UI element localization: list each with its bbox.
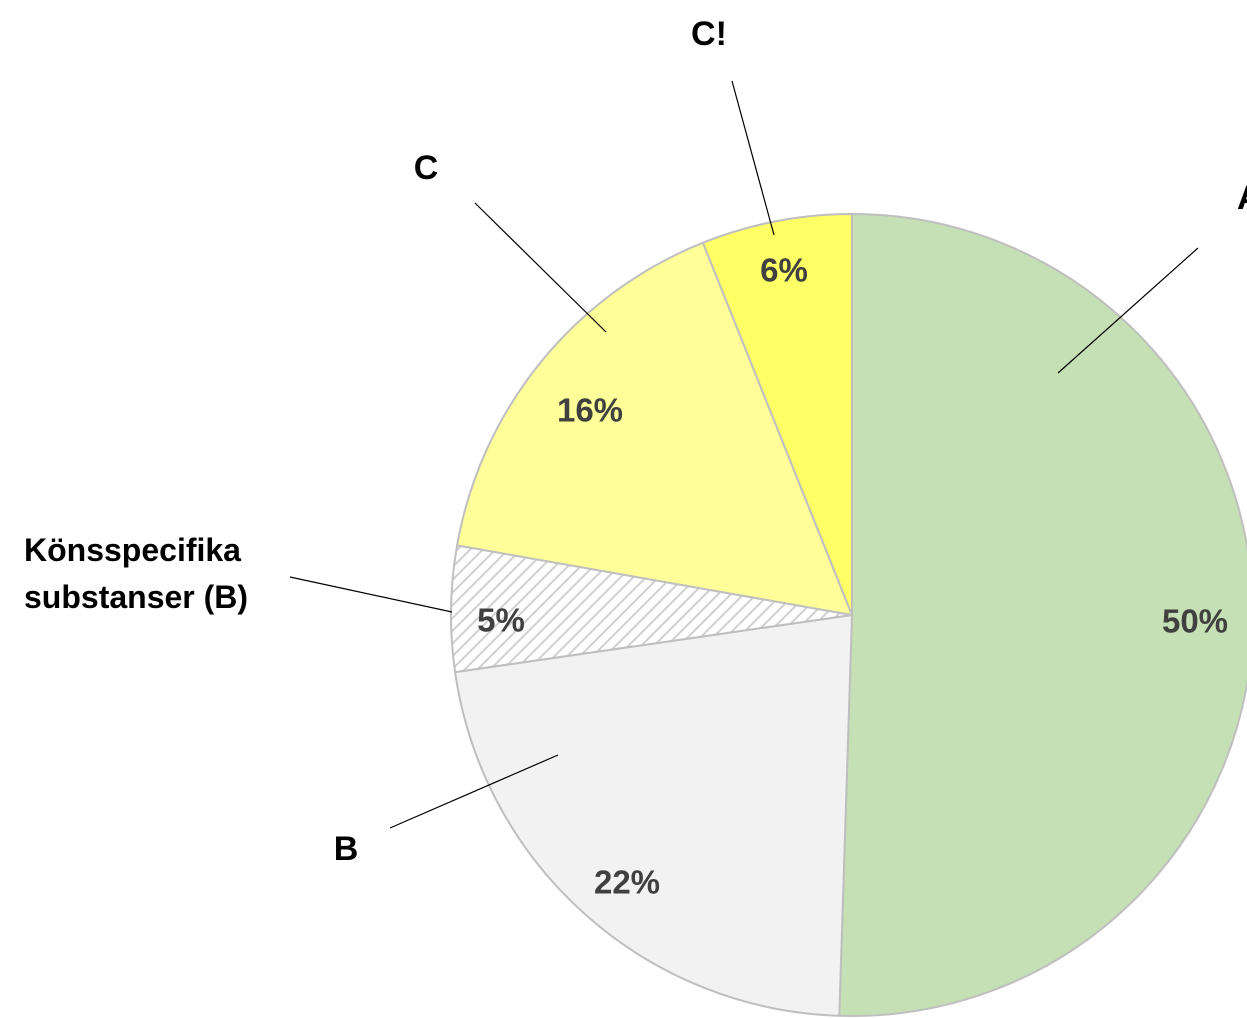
leader-line-b (389, 754, 559, 829)
value-label-konsspecifika-substanser-b: 5% (477, 602, 525, 639)
leader-line-c (731, 80, 775, 236)
category-label-a: A (1237, 179, 1247, 217)
leader-line-a (1057, 247, 1199, 374)
value-label-b: 22% (594, 864, 660, 901)
pie-slice-c (701, 212, 853, 616)
pie-slice-a (838, 212, 1247, 1017)
value-label-a: 50% (1162, 603, 1228, 640)
category-label-b: B (334, 830, 359, 868)
pie-slice-c (455, 241, 854, 617)
pie-slice-b (453, 613, 854, 1017)
leader-line-konsspecifika-substanser-b (289, 576, 453, 613)
category-label-konsspecifika-substanser-b: Könsspecifika substanser (B) (24, 532, 248, 615)
category-label-c: C! (691, 15, 727, 53)
leader-lines (289, 80, 1199, 829)
value-labels: 50% 22% 5% 16% 6% (477, 252, 1228, 901)
category-label-c: C (414, 149, 439, 187)
value-label-c: 6% (760, 252, 808, 289)
pie-slices (450, 212, 1247, 1017)
leader-line-c (474, 202, 607, 333)
value-label-c: 16% (557, 392, 623, 429)
